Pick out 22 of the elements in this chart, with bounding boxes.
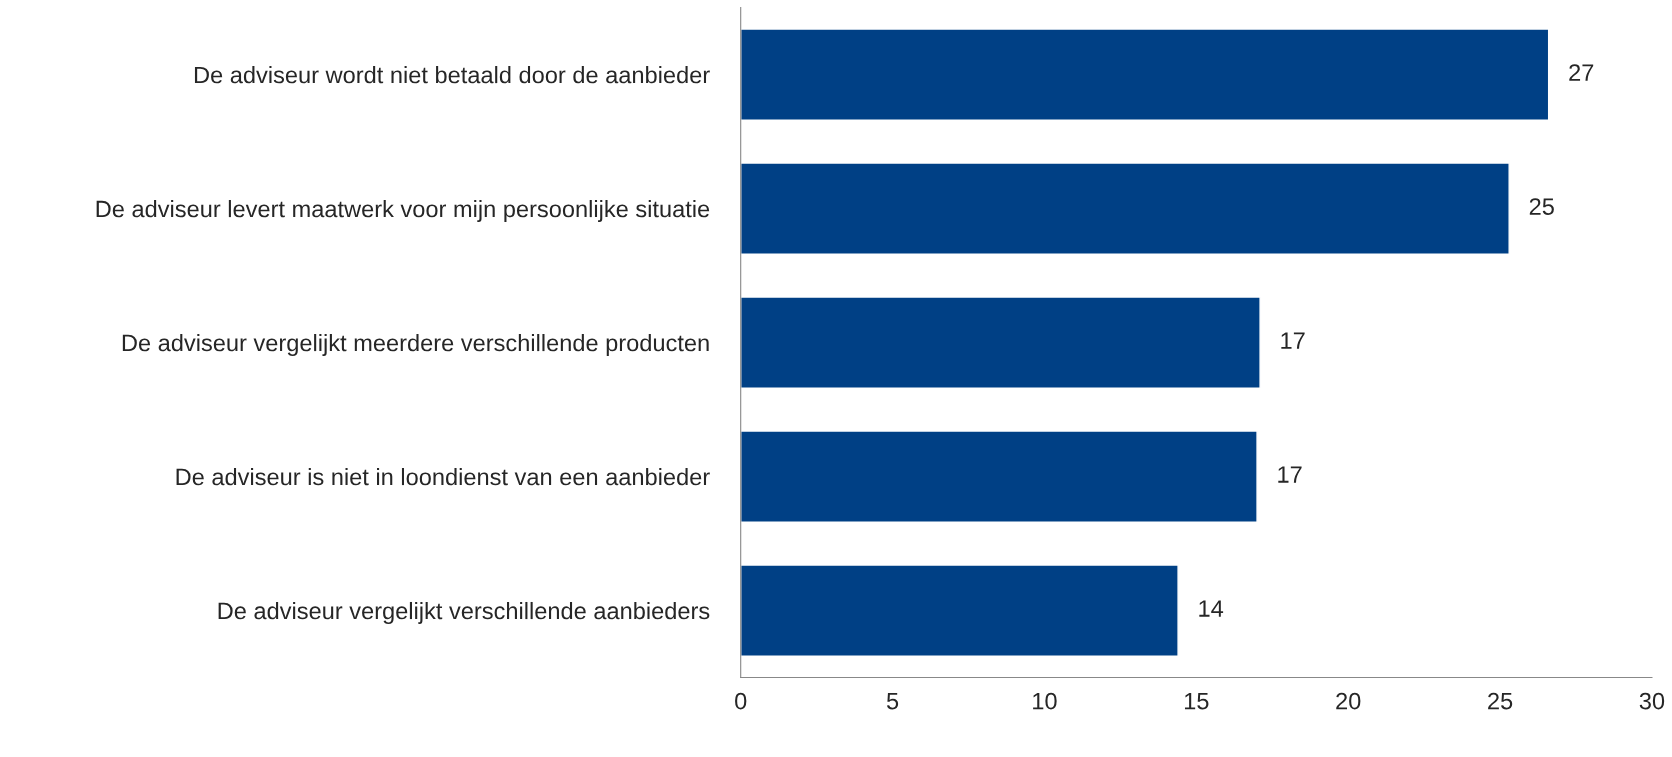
x-tick-label: 25: [1488, 692, 1513, 710]
bar: [740, 430, 1258, 523]
bar: [740, 564, 1179, 657]
x-tick-label: 5: [886, 692, 899, 710]
bar: [740, 162, 1510, 255]
data-label: 25: [1529, 198, 1554, 215]
x-tick-label: 15: [1184, 692, 1209, 710]
bar: [740, 28, 1550, 121]
x-tick-label: 10: [1033, 692, 1057, 710]
y-tick-label: De adviseur levert maatwerk voor mijn persoonlijke situatie: [96, 200, 710, 223]
y-tick-label: De adviseur vergelijkt meerdere verschillende producten: [122, 333, 709, 356]
x-tick-label: 20: [1336, 692, 1361, 710]
y-tick-label: De adviseur vergelijkt verschillende aanbieders: [218, 601, 710, 624]
x-tick-label: 30: [1639, 692, 1665, 710]
data-label: 17: [1278, 466, 1302, 483]
data-label: 27: [1569, 64, 1594, 81]
data-label: 14: [1199, 600, 1224, 617]
data-label: 17: [1281, 332, 1305, 349]
bar: [740, 296, 1261, 389]
y-tick-label: De adviseur wordt niet betaald door de aanbieder: [194, 66, 710, 84]
y-tick-label: De adviseur is niet in loondienst van een aanbieder: [176, 467, 710, 486]
x-tick-label: 0: [735, 692, 747, 710]
